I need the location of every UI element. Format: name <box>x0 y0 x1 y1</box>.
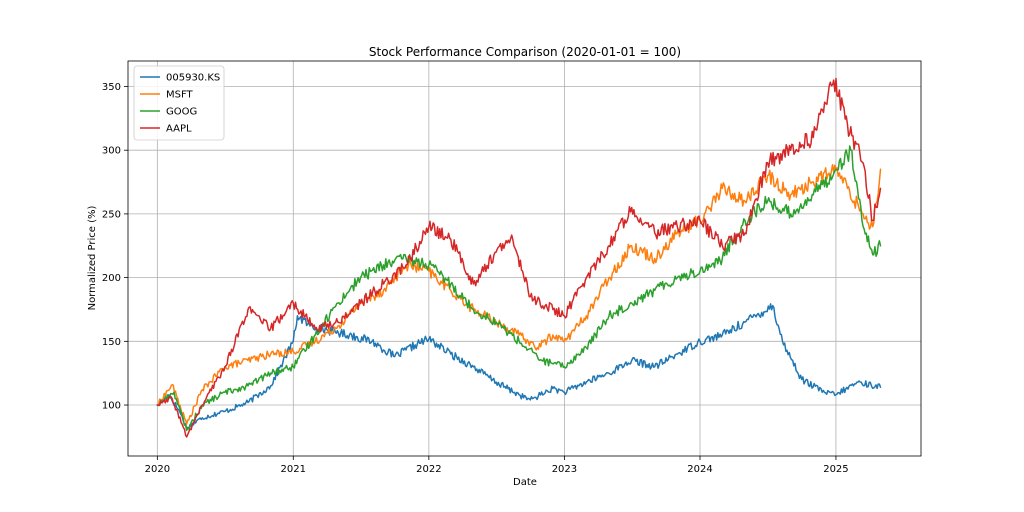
y-axis-label: Normalized Price (%) <box>87 206 98 311</box>
y-tick-label: 250 <box>102 209 121 220</box>
x-tick-label: 2023 <box>552 464 577 475</box>
y-tick-label: 100 <box>102 401 121 412</box>
x-tick-label: 2021 <box>281 464 306 475</box>
y-tick-label: 200 <box>102 273 121 284</box>
plot-frame <box>127 60 922 457</box>
legend-entry: MSFT <box>166 90 194 101</box>
legend-entry: GOOG <box>166 107 197 118</box>
legend: 005930.KS MSFT GOOG AAPL <box>133 65 225 141</box>
legend-box <box>133 65 225 141</box>
series-line-005930-ks <box>156 303 882 430</box>
x-axis: 2020 2021 2022 2023 2024 2025 <box>145 456 849 475</box>
series-line-aapl <box>156 77 882 438</box>
x-tick-label: 2024 <box>687 464 712 475</box>
x-axis-label: Date <box>513 477 537 488</box>
y-tick-label: 350 <box>102 82 121 93</box>
series-group <box>156 77 882 438</box>
x-tick-label: 2025 <box>823 464 848 475</box>
legend-entry: AAPL <box>166 124 192 135</box>
series-line-goog <box>156 145 882 432</box>
x-tick-label: 2020 <box>145 464 170 475</box>
chart-title: Stock Performance Comparison (2020-01-01… <box>369 45 681 59</box>
x-tick-label: 2022 <box>416 464 441 475</box>
y-axis: 100 150 200 250 300 350 <box>102 82 128 412</box>
y-tick-label: 300 <box>102 146 121 157</box>
y-tick-label: 150 <box>102 337 121 348</box>
legend-entry: 005930.KS <box>166 73 220 84</box>
